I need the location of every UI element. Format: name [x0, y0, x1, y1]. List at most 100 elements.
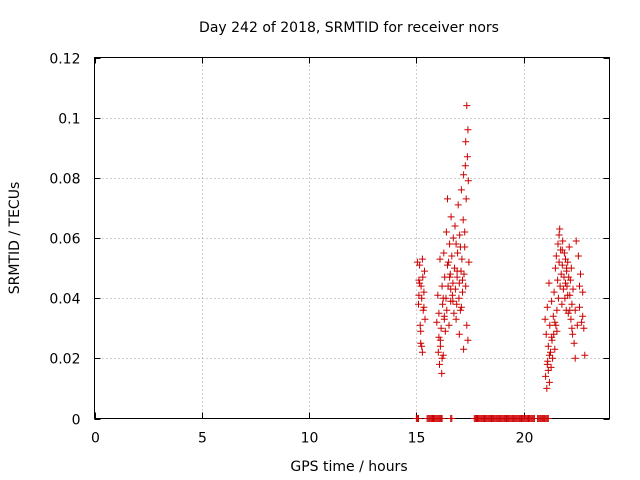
data-point — [548, 333, 556, 341]
data-point — [450, 309, 458, 317]
data-point — [558, 246, 566, 254]
data-point — [416, 321, 424, 329]
data-point — [462, 195, 470, 203]
data-point — [544, 366, 552, 374]
data-point — [554, 276, 562, 284]
data-point — [464, 177, 472, 185]
data-point — [434, 291, 442, 299]
data-point — [438, 415, 446, 422]
grid-lines — [94, 57, 610, 419]
data-point — [416, 279, 424, 287]
data-point — [460, 345, 468, 353]
data-point — [440, 312, 448, 320]
data-point — [415, 291, 423, 299]
y-tick-label: 0.12 — [49, 52, 80, 68]
data-point — [544, 342, 552, 350]
data-point — [421, 267, 428, 275]
data-point — [551, 345, 559, 353]
data-point — [543, 360, 551, 368]
data-point — [446, 273, 454, 281]
data-point — [445, 321, 453, 329]
data-point — [418, 255, 426, 263]
data-point — [542, 372, 550, 380]
data-point — [417, 327, 425, 335]
data-point — [574, 252, 582, 260]
data-point — [416, 261, 424, 269]
data-points — [412, 102, 589, 422]
data-point — [448, 252, 456, 260]
data-point — [548, 297, 556, 305]
data-point — [435, 309, 443, 317]
data-point — [444, 195, 451, 203]
data-point — [566, 276, 574, 284]
data-point — [546, 321, 554, 329]
data-point — [465, 258, 473, 266]
x-tick-labels: 0 5 10 15 20 — [91, 431, 533, 447]
data-point — [452, 240, 460, 248]
data-point — [453, 300, 461, 308]
data-point — [576, 282, 583, 290]
data-point — [446, 270, 454, 278]
data-point — [559, 285, 567, 293]
data-point — [569, 330, 577, 338]
data-point — [419, 306, 427, 314]
data-point — [440, 249, 448, 257]
chart-title: Day 242 of 2018, SRMTID for receiver nor… — [199, 20, 499, 36]
data-point — [563, 264, 571, 272]
data-point — [458, 255, 466, 263]
data-point — [550, 288, 558, 296]
data-point — [579, 312, 587, 320]
data-point — [455, 330, 463, 338]
data-point — [459, 288, 466, 296]
data-point — [418, 342, 426, 350]
data-point — [552, 252, 560, 260]
data-point — [541, 315, 549, 323]
data-point — [439, 300, 447, 308]
data-point — [558, 261, 566, 269]
x-axis-label: GPS time / hours — [290, 459, 407, 475]
data-point — [419, 273, 427, 281]
data-point — [449, 234, 457, 242]
data-point — [436, 360, 443, 368]
data-point — [566, 306, 574, 314]
data-point — [571, 354, 579, 362]
data-point — [435, 333, 443, 341]
data-point — [565, 273, 573, 281]
data-point — [457, 186, 465, 194]
y-tick-label: 0 — [72, 413, 81, 429]
data-point — [553, 306, 561, 314]
data-point — [436, 336, 444, 344]
data-point — [452, 315, 460, 323]
data-point — [447, 285, 455, 293]
data-point — [579, 288, 587, 296]
data-point — [556, 225, 564, 233]
data-point — [581, 351, 589, 359]
data-point — [456, 306, 464, 314]
data-point — [543, 384, 551, 392]
data-point — [555, 231, 563, 239]
data-point — [568, 300, 576, 308]
data-point — [455, 294, 463, 302]
data-point — [433, 318, 441, 326]
data-point — [438, 354, 446, 362]
data-point — [451, 222, 459, 230]
data-point — [459, 276, 466, 284]
data-point — [453, 267, 461, 275]
data-point — [415, 415, 422, 422]
data-point — [417, 282, 425, 290]
data-point — [448, 291, 456, 299]
x-tick-label: 20 — [516, 431, 534, 447]
y-tick-label: 0.06 — [49, 232, 80, 248]
y-tick-label: 0.1 — [58, 112, 80, 128]
y-tick-label: 0.08 — [49, 172, 80, 188]
y-tick-label: 0.04 — [49, 292, 80, 308]
data-point — [442, 228, 450, 236]
data-point — [441, 327, 449, 335]
data-point — [554, 294, 562, 302]
data-point — [457, 303, 465, 311]
data-point — [573, 321, 581, 329]
data-point — [445, 258, 453, 266]
data-point — [547, 348, 554, 356]
